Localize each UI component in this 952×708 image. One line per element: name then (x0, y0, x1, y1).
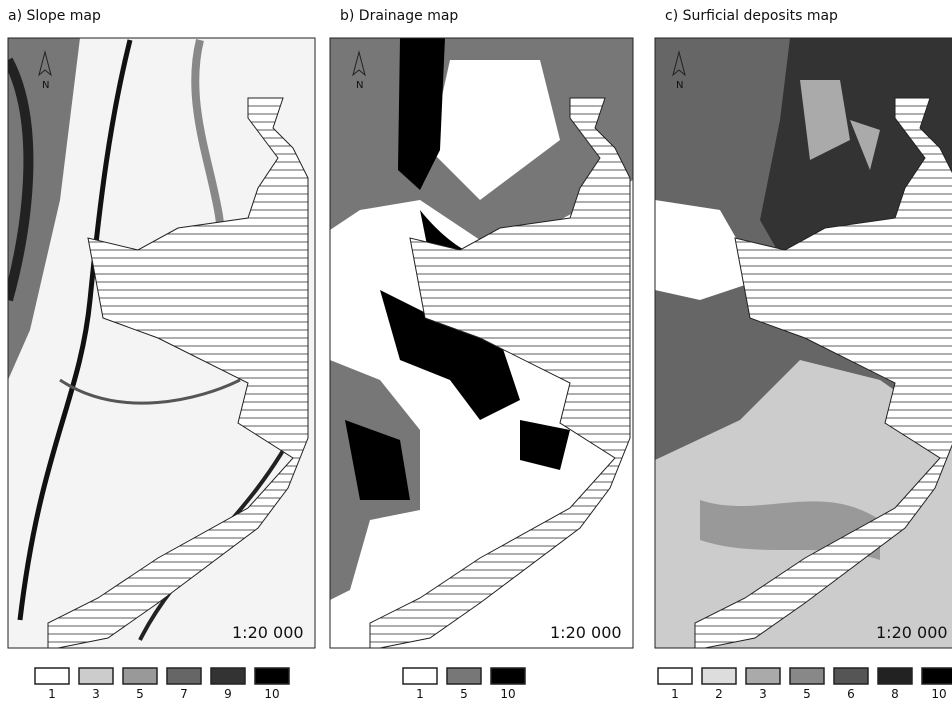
legend-swatch (35, 668, 69, 684)
legend-label: 5 (803, 687, 811, 701)
legend-swatch (403, 668, 437, 684)
legend-swatch (878, 668, 912, 684)
legend-swatch (167, 668, 201, 684)
legend-swatch (790, 668, 824, 684)
north-arrow: N (42, 80, 49, 91)
figure: a) Slope map N 1:20 000 b) Drainage map … (0, 0, 952, 704)
legend-label: 10 (931, 687, 946, 701)
legend-swatch (255, 668, 289, 684)
legend-swatch (702, 668, 736, 684)
legend-swatch (658, 668, 692, 684)
map-scale: 1:20 000 (550, 623, 622, 642)
legend-swatch (922, 668, 952, 684)
legend-label: 1 (416, 687, 424, 701)
map-scale: 1:20 000 (876, 623, 948, 642)
legend-label: 7 (180, 687, 188, 701)
legend-label: 5 (460, 687, 468, 701)
deposits-map (655, 38, 952, 650)
north-arrow: N (356, 80, 363, 91)
legend-swatch (746, 668, 780, 684)
legend-label: 1 (671, 687, 679, 701)
legend-swatch (211, 668, 245, 684)
panel-title: c) Surficial deposits map (665, 8, 838, 24)
legend-label: 10 (500, 687, 515, 701)
legend-label: 2 (715, 687, 723, 701)
drainage-map (330, 38, 633, 650)
legend-swatch (491, 668, 525, 684)
panel-title: b) Drainage map (340, 8, 458, 24)
legend-swatch (123, 668, 157, 684)
legend-label: 5 (136, 687, 144, 701)
slope-map (8, 38, 315, 650)
legend-swatch (834, 668, 868, 684)
legend-swatch (79, 668, 113, 684)
legend-label: 1 (48, 687, 56, 701)
legend-label: 6 (847, 687, 855, 701)
legend-label: 10 (264, 687, 279, 701)
legend-label: 3 (92, 687, 100, 701)
legend-label: 8 (891, 687, 899, 701)
map-scale: 1:20 000 (232, 623, 304, 642)
north-arrow: N (676, 80, 683, 91)
legend-label: 3 (759, 687, 767, 701)
legend-swatch (447, 668, 481, 684)
legend-label: 9 (224, 687, 232, 701)
panel-title: a) Slope map (8, 8, 101, 24)
